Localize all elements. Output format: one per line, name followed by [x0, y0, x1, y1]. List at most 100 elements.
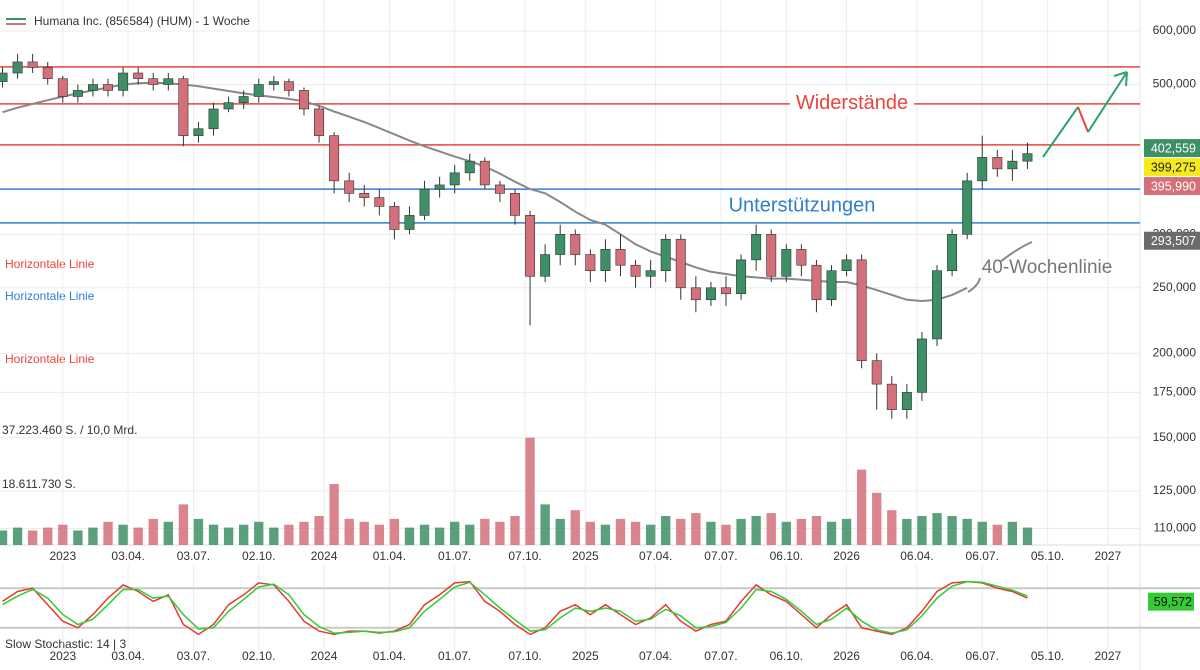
candle-body	[42, 67, 53, 80]
x-tick-label: 01.07.	[438, 649, 471, 663]
candle-body	[163, 78, 174, 85]
x-tick-label: 03.07.	[177, 549, 210, 563]
line-label: Horizontale Linie	[5, 257, 95, 271]
candle-body	[630, 264, 641, 277]
x-tick-label: 02.10.	[242, 649, 275, 663]
candle-body	[72, 90, 83, 97]
volume-bar	[0, 530, 8, 545]
candle-body	[404, 215, 415, 230]
candle-body	[871, 360, 882, 385]
candle-body	[419, 188, 430, 216]
price-badge	[1144, 158, 1200, 177]
x-tick-label: 07.04.	[639, 549, 672, 563]
volume-bar	[585, 521, 596, 545]
volume-bar	[43, 527, 53, 545]
candle-body	[781, 249, 792, 277]
volume-bar	[88, 527, 98, 545]
y-tick-label: 200,000	[1153, 345, 1197, 359]
candle-body	[193, 128, 204, 136]
volume-bar	[917, 515, 927, 545]
candle-body	[57, 78, 68, 97]
volume-bar	[103, 521, 113, 545]
volume-bar	[992, 524, 1002, 545]
candle-body	[148, 78, 159, 85]
volume-bar	[510, 515, 520, 545]
candle-body	[826, 270, 837, 301]
y-tick-label: 250,000	[1153, 280, 1197, 294]
volume-bar	[208, 524, 219, 545]
candle-body	[916, 338, 927, 393]
x-tick-label: 05.10.	[1031, 549, 1064, 563]
y-tick-label: 110,000	[1154, 521, 1197, 535]
candle-body	[856, 259, 867, 361]
x-tick-label: 2026	[833, 649, 860, 663]
x-tick-label: 2024	[311, 549, 338, 563]
volume-bar	[223, 527, 234, 545]
volume-bar	[58, 524, 68, 545]
candle-body	[811, 264, 822, 301]
volume-bar	[133, 527, 143, 545]
candle-body	[540, 254, 551, 277]
candle-body	[1007, 160, 1018, 170]
candle-body	[133, 72, 144, 80]
x-tick-label: 2024	[311, 649, 338, 663]
x-tick-label: 02.10.	[242, 549, 275, 563]
volume-bar	[12, 527, 23, 545]
x-tick-label: 2026	[833, 549, 860, 563]
x-tick-label: 07.07.	[704, 649, 737, 663]
volume-bar	[856, 469, 867, 545]
x-tick-label: 01.04.	[373, 649, 406, 663]
x-tick-label: 07.04.	[639, 649, 672, 663]
candle-body	[962, 180, 973, 235]
candle-body	[464, 160, 475, 174]
volume-bar	[299, 521, 309, 545]
x-tick-label: 03.07.	[177, 649, 210, 663]
price-badge	[1144, 177, 1200, 196]
candle-body	[268, 81, 279, 85]
x-tick-label: 2025	[572, 649, 599, 663]
chart-title: Humana Inc. (856584) (HUM) - 1 Woche	[34, 14, 250, 28]
candle-body	[570, 234, 581, 255]
volume-bar	[359, 521, 369, 545]
x-tick-label: 03.04.	[111, 549, 144, 563]
candle-body	[344, 180, 355, 194]
ma-pointer	[967, 241, 1033, 293]
candle-body	[178, 78, 189, 136]
candle-body	[314, 108, 325, 136]
volume-bar	[404, 527, 415, 545]
volume-bar	[389, 518, 400, 545]
x-tick-label: 05.10.	[1031, 649, 1064, 663]
y-tick-label: 600,000	[1153, 23, 1197, 37]
volume-bar	[781, 521, 791, 545]
x-tick-label: 01.07.	[438, 549, 471, 563]
volume-bar	[796, 518, 807, 545]
candle-body	[736, 259, 747, 295]
moving-average	[2, 81, 968, 303]
x-tick-label: 06.10.	[770, 649, 803, 663]
y-tick-label: 125,000	[1153, 483, 1197, 497]
x-tick-label: 07.10.	[508, 549, 541, 563]
stochastic-badge	[1148, 592, 1194, 611]
candle-body	[615, 249, 626, 266]
volume-bar	[118, 524, 128, 545]
candle-body	[87, 84, 98, 91]
volume-bar	[676, 518, 686, 545]
arrow	[1042, 106, 1079, 158]
candle-body	[103, 84, 113, 91]
volume-bar	[826, 521, 837, 545]
price-badge	[1144, 139, 1200, 158]
volume-bar	[73, 530, 83, 545]
price-badge	[1144, 231, 1200, 250]
candle-body	[901, 392, 912, 410]
candle-body	[329, 135, 340, 182]
resistance-label: Widerstände	[796, 92, 908, 114]
volume-bar	[841, 518, 852, 545]
candle-body	[690, 287, 701, 301]
volume-bar	[615, 518, 626, 545]
volume-bar	[811, 515, 822, 545]
x-tick-label: 2023	[49, 649, 76, 663]
volume-bar	[465, 524, 475, 545]
line-label: Horizontale Linie	[5, 352, 95, 366]
price-badge-label: 395,990	[1151, 179, 1196, 193]
volume-bar	[269, 527, 279, 545]
